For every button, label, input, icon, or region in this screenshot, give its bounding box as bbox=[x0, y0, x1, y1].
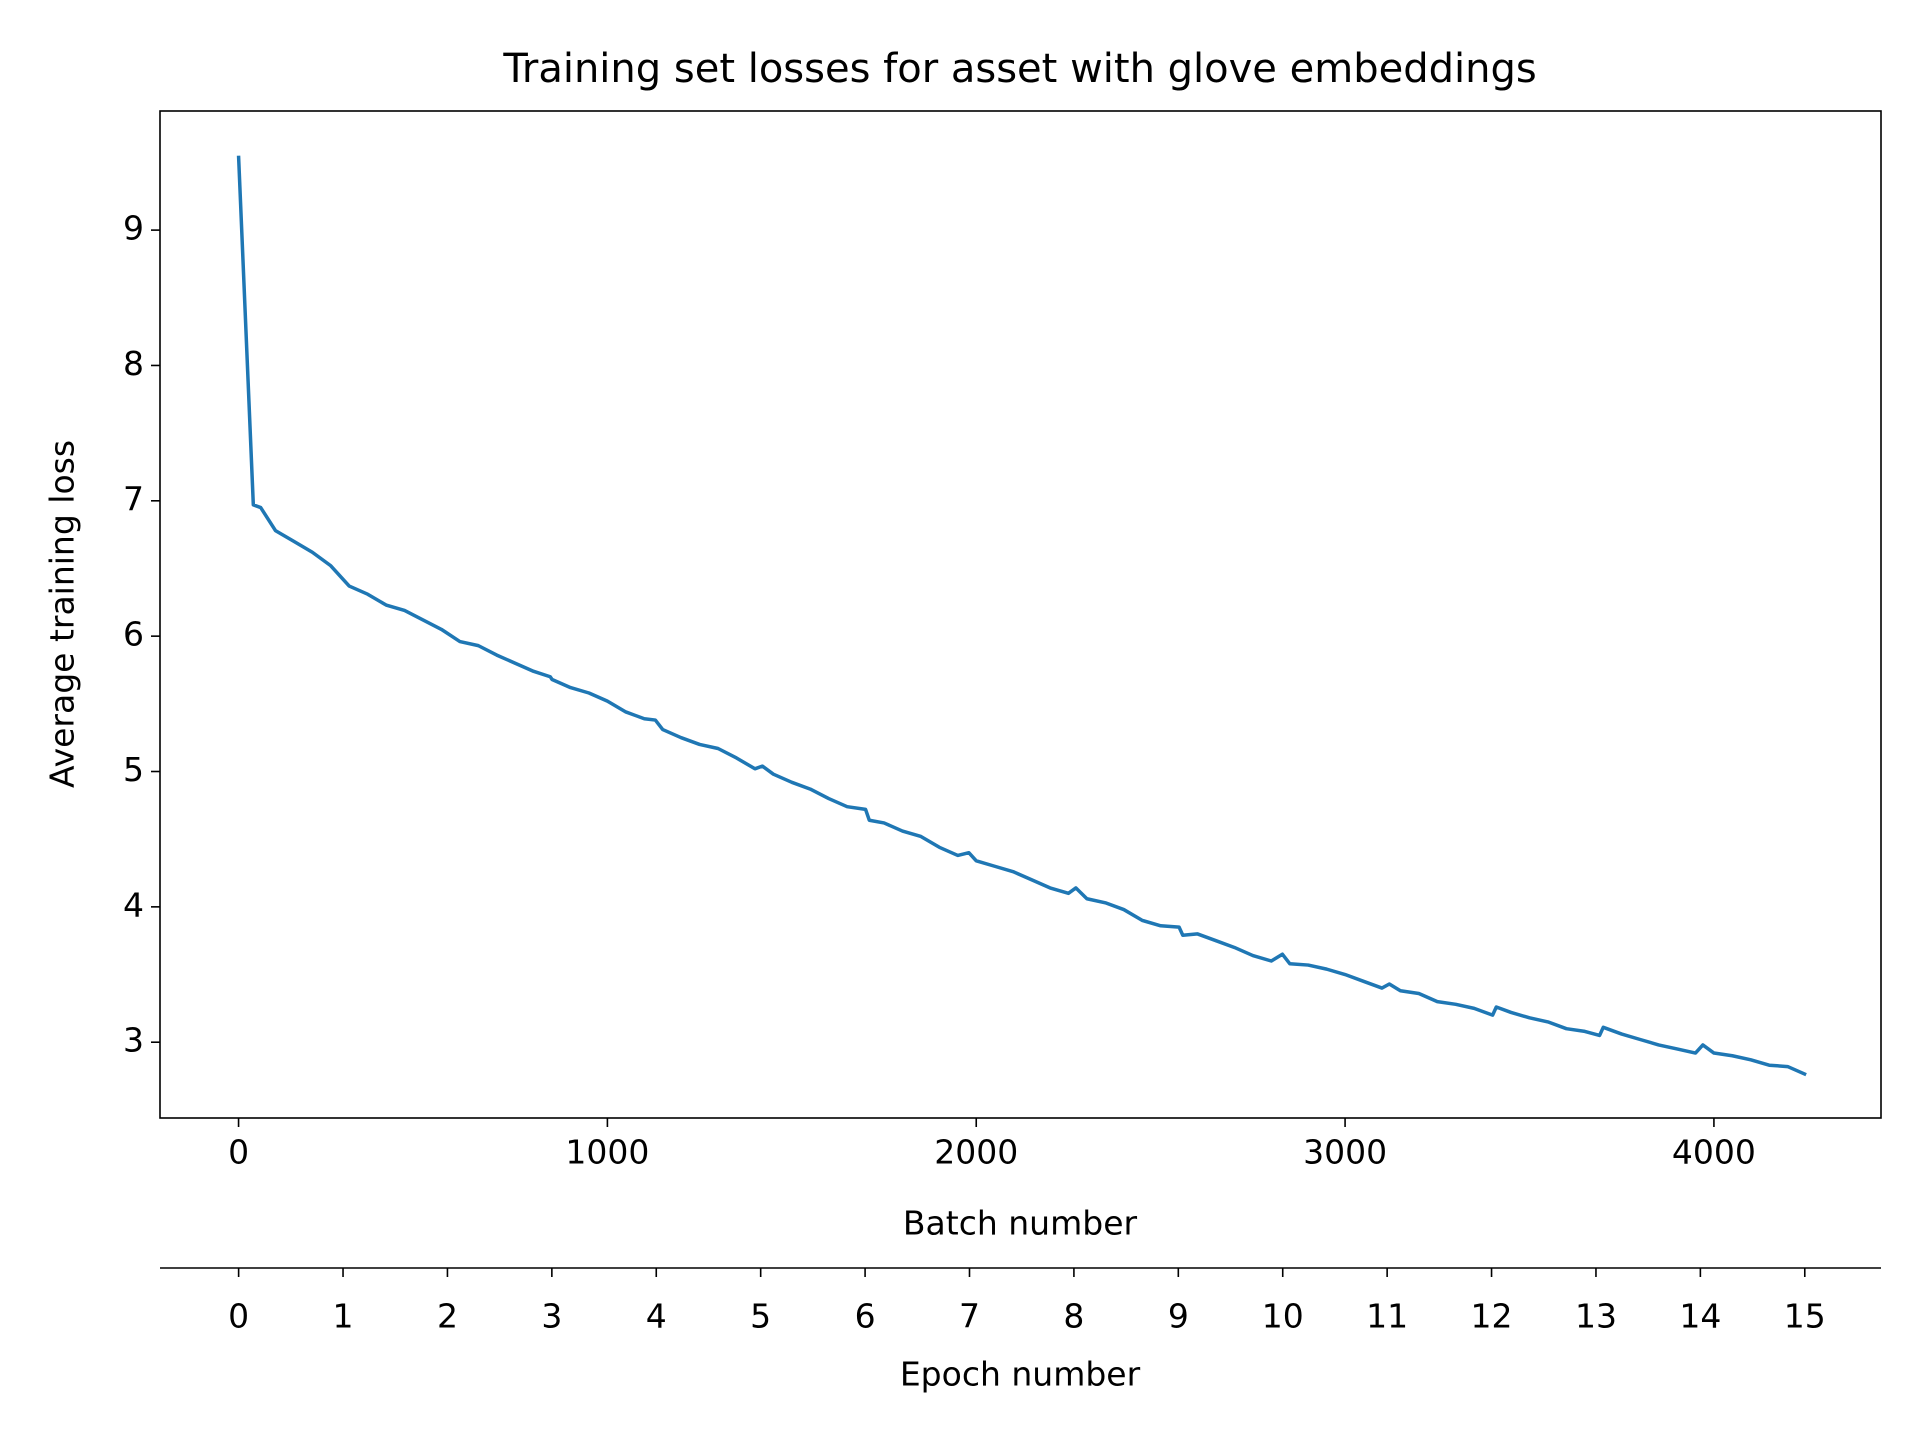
x-tick-label: 3000 bbox=[1303, 1133, 1387, 1172]
x2-tick-label: 8 bbox=[1063, 1297, 1084, 1336]
x2-tick-label: 9 bbox=[1168, 1297, 1189, 1336]
x2-tick-label: 14 bbox=[1679, 1297, 1721, 1336]
x-tick-label: 4000 bbox=[1672, 1133, 1756, 1172]
x2-tick-label: 10 bbox=[1262, 1297, 1304, 1336]
x2-tick-label: 5 bbox=[750, 1297, 771, 1336]
y-tick-label: 7 bbox=[123, 479, 144, 518]
x2-tick-label: 1 bbox=[333, 1297, 354, 1336]
y-axis-label: Average training loss bbox=[43, 440, 82, 788]
y-tick-label: 4 bbox=[123, 885, 144, 924]
y-tick-label: 8 bbox=[123, 344, 144, 383]
x-axis-label: Batch number bbox=[903, 1204, 1138, 1243]
x2-tick-label: 15 bbox=[1784, 1297, 1826, 1336]
x2-tick-label: 4 bbox=[646, 1297, 667, 1336]
x2-tick-label: 0 bbox=[228, 1297, 249, 1336]
x2-tick-label: 6 bbox=[855, 1297, 876, 1336]
plot-frame bbox=[159, 110, 1882, 1119]
x2-tick-label: 3 bbox=[541, 1297, 562, 1336]
x2-tick-label: 2 bbox=[437, 1297, 458, 1336]
x2-tick-label: 11 bbox=[1366, 1297, 1408, 1336]
x2-tick-label: 13 bbox=[1575, 1297, 1617, 1336]
line-series bbox=[236, 155, 1807, 1077]
y-tick-label: 5 bbox=[123, 750, 144, 789]
x-tick-label: 2000 bbox=[934, 1133, 1018, 1172]
x-tick-label: 1000 bbox=[565, 1133, 649, 1172]
x-tick-label: 0 bbox=[228, 1133, 249, 1172]
y-tick-label: 6 bbox=[123, 615, 144, 654]
y-tick-label: 9 bbox=[123, 209, 144, 248]
x2-tick-label: 7 bbox=[959, 1297, 980, 1336]
x2-axis-label: Epoch number bbox=[900, 1355, 1141, 1394]
chart-title: Training set losses for asset with glove… bbox=[502, 46, 1536, 92]
y-tick-label: 3 bbox=[123, 1021, 144, 1060]
x2-tick-label: 12 bbox=[1471, 1297, 1513, 1336]
